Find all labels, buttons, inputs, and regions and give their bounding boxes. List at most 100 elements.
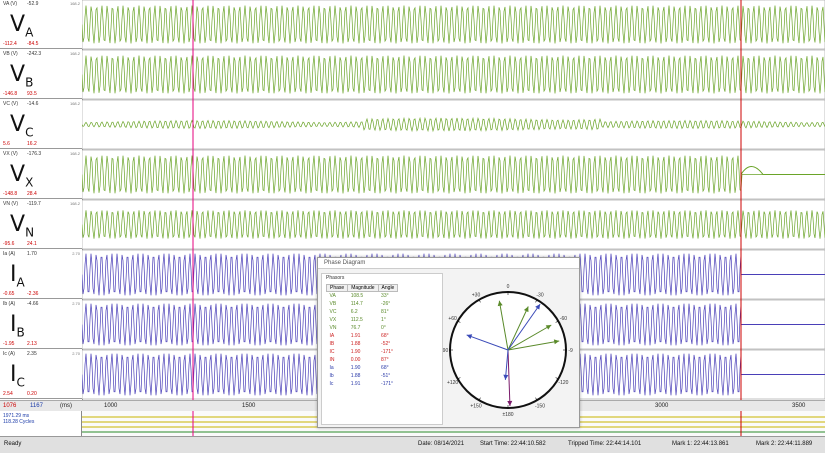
channel-label[interactable]: VC (V) -14.6 168.2 VC 5.6 16.2 bbox=[0, 100, 82, 149]
channel-label[interactable]: VB (V) -242.3 168.2 VB -146.8 93.5 bbox=[0, 50, 82, 99]
channel-max: 93.5 bbox=[27, 91, 37, 97]
phasors-heading: Phasors bbox=[326, 275, 345, 281]
channel-scale: 2.70 bbox=[72, 301, 80, 306]
cursor-time: 1971.29 ms bbox=[3, 413, 30, 419]
vx-decay-trace bbox=[740, 166, 825, 175]
phasor-vector bbox=[498, 300, 509, 351]
channel-track bbox=[82, 99, 825, 150]
status-tripped-time: Tripped Time: 22:44:14.101 bbox=[568, 441, 642, 447]
dial-label: -90 bbox=[568, 348, 573, 354]
phasor-magnitude: 1.90 bbox=[350, 365, 361, 371]
channel-scale: 168.2 bbox=[69, 151, 80, 156]
channel-name: VA bbox=[10, 12, 33, 39]
channel-subscript: C bbox=[25, 125, 34, 140]
channel-max: 0.20 bbox=[27, 391, 37, 397]
phasor-vector bbox=[507, 349, 511, 406]
channel-letter: V bbox=[10, 12, 26, 37]
channel-label[interactable]: Ic (A) 2.35 2.70 IC 2.54 0.20 bbox=[0, 350, 82, 399]
channel-label[interactable]: Ia (A) 1.70 2.70 IA -0.65 -2.36 bbox=[0, 250, 82, 299]
status-mark1: Mark 1: 22:44:13.861 bbox=[672, 441, 729, 447]
axis-readout-2: 1167 bbox=[30, 403, 43, 409]
channel-unit: VX (V) bbox=[3, 151, 18, 157]
dial-label: -30 bbox=[536, 293, 543, 299]
phasor-table: Phase Magnitude Angle VA 108.5 33° VB 114… bbox=[325, 284, 399, 388]
channel-subscript: N bbox=[25, 225, 35, 240]
channel-label[interactable]: Ib (A) -4.66 2.70 IB -1.95 2.13 bbox=[0, 300, 82, 349]
channel-label[interactable]: VN (V) -119.7 168.2 VN -95.6 24.1 bbox=[0, 200, 82, 249]
col-header: Phase bbox=[325, 284, 349, 292]
phasor-angle: -171° bbox=[381, 381, 394, 387]
phasor-phase: IB bbox=[329, 341, 335, 347]
phasor-magnitude: 0.00 bbox=[350, 357, 361, 363]
phasor-row: IN 0.00 87° bbox=[327, 356, 398, 364]
dial-label: +60 bbox=[448, 316, 457, 322]
channel-min: 5.6 bbox=[3, 141, 10, 147]
channel-top-value: -14.6 bbox=[27, 101, 39, 107]
phasor-phase: IC bbox=[329, 349, 335, 355]
dial-tick bbox=[535, 299, 538, 303]
channel-unit: Ia (A) bbox=[3, 251, 16, 257]
channel-letter: V bbox=[10, 62, 26, 87]
channel-label[interactable]: VX (V) -176.3 168.2 VX -148.8 28.4 bbox=[0, 150, 82, 199]
phasor-phase: IN bbox=[329, 357, 335, 363]
channel-max: 28.4 bbox=[27, 191, 37, 197]
phasor-angle: -171° bbox=[381, 349, 394, 355]
dial-label: -120 bbox=[558, 380, 568, 386]
phasor-arrowhead bbox=[507, 400, 513, 406]
phasor-vector bbox=[507, 340, 560, 351]
cursor-cycles: 118.28 Cycles bbox=[3, 419, 35, 425]
channel-min: -1.95 bbox=[3, 341, 15, 347]
phasor-angle: 33° bbox=[381, 293, 389, 299]
phasor-row: IB 1.88 -52° bbox=[327, 340, 398, 348]
channel-letter: I bbox=[10, 262, 17, 287]
axis-tick: 3500 bbox=[792, 403, 806, 409]
channel-min: -148.8 bbox=[3, 191, 18, 197]
channel-top-value: -52.9 bbox=[27, 1, 39, 7]
phasor-row: IA 1.91 68° bbox=[327, 332, 398, 340]
axis-readout-1: 1076 bbox=[3, 403, 17, 409]
channel-subscript: C bbox=[16, 375, 25, 390]
dial-label: +90 bbox=[443, 348, 448, 354]
phasor-arrowhead bbox=[466, 334, 473, 340]
phasor-arrowhead bbox=[545, 325, 552, 330]
channel-top-value: -4.66 bbox=[27, 301, 39, 307]
phasor-dial: 0 -30 -60 -90 -120 -150 ±180 +150 +120 +90 +60 +30 bbox=[443, 284, 573, 418]
channel-unit: Ic (A) bbox=[3, 351, 15, 357]
channel-min: -95.6 bbox=[3, 241, 15, 247]
phasor-angle: 1° bbox=[381, 317, 386, 323]
channel-scale: 168.2 bbox=[69, 101, 80, 106]
dial-tick bbox=[478, 299, 481, 303]
channel-unit: VC (V) bbox=[3, 101, 18, 107]
phasor-phase: VN bbox=[329, 325, 337, 331]
channel-max: -2.36 bbox=[27, 291, 39, 297]
phasor-magnitude: 1.91 bbox=[350, 381, 361, 387]
phasor-row: Ic 1.91 -171° bbox=[327, 380, 398, 388]
phasor-phase: VX bbox=[329, 317, 337, 323]
status-bar: Ready Date: 08/14/2021 Start Time: 22:44… bbox=[0, 436, 825, 453]
phase-diagram-dialog[interactable]: Phase Diagram Phasors Phase Magnitude An… bbox=[317, 257, 580, 428]
channel-name: IB bbox=[10, 312, 25, 339]
channel-top-value: -176.3 bbox=[27, 151, 42, 157]
phasor-magnitude: 1.88 bbox=[350, 341, 361, 347]
phasor-angle: -51° bbox=[381, 373, 391, 379]
cursor-info: 1971.29 ms 118.28 Cycles bbox=[0, 411, 82, 436]
channel-top-value: -242.3 bbox=[27, 51, 42, 57]
phasor-row: Ib 1.88 -51° bbox=[327, 372, 398, 380]
phasor-phase: Ib bbox=[329, 373, 334, 379]
channel-name: VB bbox=[10, 62, 33, 89]
dialog-title[interactable]: Phase Diagram bbox=[318, 258, 579, 269]
channel-top-value: 2.35 bbox=[27, 351, 37, 357]
status-date: Date: 08/14/2021 bbox=[418, 441, 465, 447]
channel-letter: V bbox=[10, 162, 26, 187]
phasor-phase: IA bbox=[329, 333, 335, 339]
status-start-time: Start Time: 22:44:10.582 bbox=[480, 441, 546, 447]
channel-name: IC bbox=[10, 362, 25, 389]
phasor-phase: Ic bbox=[329, 381, 334, 387]
phasor-arrowhead bbox=[535, 304, 541, 310]
channel-subscript: A bbox=[16, 275, 25, 290]
phasor-arrowhead bbox=[553, 339, 560, 345]
dial-tick bbox=[555, 320, 559, 323]
channel-label[interactable]: VA (V) -52.9 168.2 VA -112.4 -84.5 bbox=[0, 0, 82, 49]
phasor-row: VC 6.2 81° bbox=[327, 308, 398, 316]
phasor-row: Ia 1.90 68° bbox=[327, 364, 398, 372]
